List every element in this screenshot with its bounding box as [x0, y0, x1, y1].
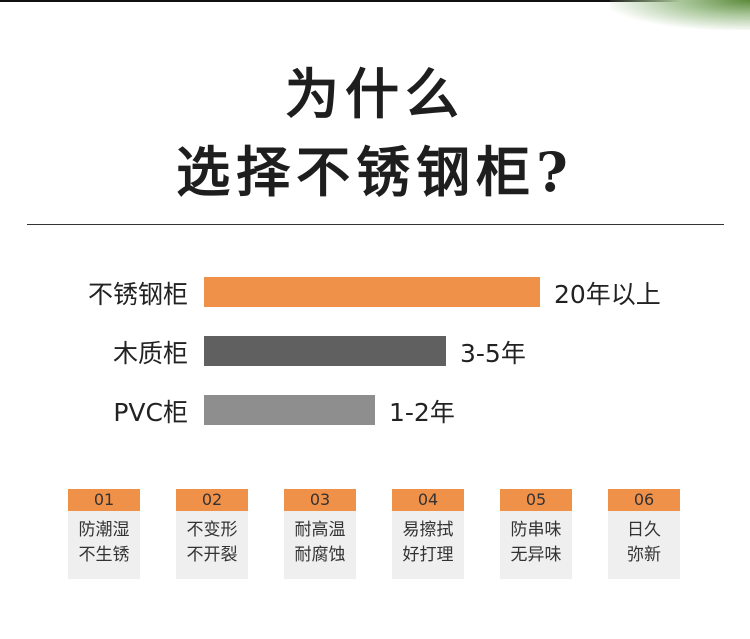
feature-line2: 好打理	[402, 545, 454, 565]
value-label: 1-2年	[389, 398, 455, 427]
bar-row: 不锈钢柜 20年以上	[0, 277, 750, 309]
feature-number: 03	[284, 489, 356, 511]
feature-card: 04 易擦拭好打理	[392, 489, 464, 579]
value-label: 3-5年	[460, 339, 526, 368]
feature-line2: 耐腐蚀	[294, 545, 346, 565]
bar	[204, 277, 540, 307]
bar	[204, 336, 446, 366]
top-border	[0, 0, 750, 2]
feature-line1: 防串味	[510, 520, 562, 540]
bar	[204, 395, 375, 425]
feature-line1: 不变形	[186, 520, 238, 540]
page-title-line1: 为什么	[285, 62, 465, 126]
feature-line2: 不生锈	[78, 545, 130, 565]
feature-line2: 不开裂	[186, 545, 238, 565]
feature-card: 05 防串味无异味	[500, 489, 572, 579]
feature-number: 01	[68, 489, 140, 511]
feature-number: 04	[392, 489, 464, 511]
divider	[27, 224, 724, 225]
bar-row: 木质柜 3-5年	[0, 336, 750, 368]
feature-card: 03 耐高温耐腐蚀	[284, 489, 356, 579]
category-label: 木质柜	[112, 339, 188, 368]
category-label: PVC柜	[113, 398, 188, 427]
feature-number: 06	[608, 489, 680, 511]
value-label: 20年以上	[554, 280, 661, 309]
feature-line1: 防潮湿	[78, 520, 130, 540]
feature-card: 02 不变形不开裂	[176, 489, 248, 579]
bar-row: PVC柜 1-2年	[0, 395, 750, 427]
page-title-line2: 选择不锈钢柜?	[176, 140, 574, 204]
feature-line2: 无异味	[510, 545, 562, 565]
feature-line1: 日久	[627, 520, 661, 540]
feature-line1: 耐高温	[294, 520, 346, 540]
feature-line1: 易擦拭	[402, 520, 454, 540]
feature-number: 02	[176, 489, 248, 511]
feature-card: 06 日久弥新	[608, 489, 680, 579]
feature-line2: 弥新	[627, 545, 661, 565]
feature-number: 05	[500, 489, 572, 511]
category-label: 不锈钢柜	[87, 280, 188, 309]
feature-card: 01 防潮湿不生锈	[68, 489, 140, 579]
leaf-decoration	[610, 0, 750, 30]
